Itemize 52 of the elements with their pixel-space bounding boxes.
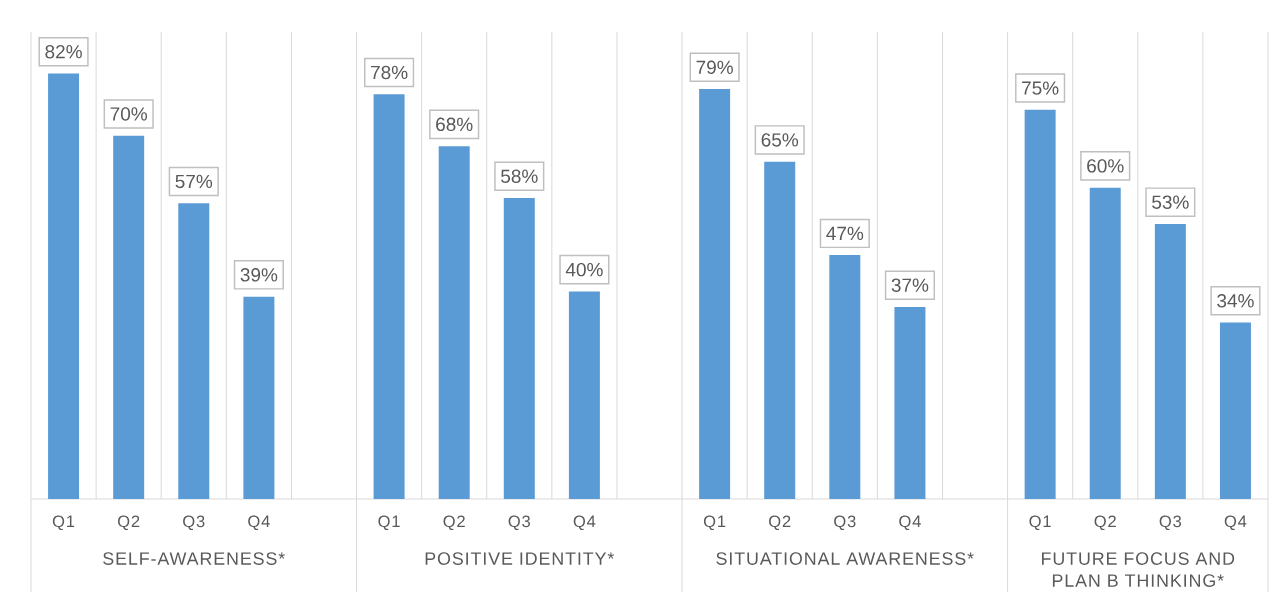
data-label: 53% bbox=[1152, 195, 1189, 209]
x-tick-label: Q1 bbox=[703, 515, 726, 531]
x-tick-label: Q1 bbox=[378, 515, 400, 531]
x-tick-label: Q4 bbox=[248, 515, 270, 531]
data-label: 75% bbox=[1022, 81, 1059, 95]
bar bbox=[48, 73, 80, 499]
text: FUTURE FOCUS AND PLAN B THINKING* bbox=[1042, 552, 1235, 587]
data-label: 79% bbox=[696, 60, 733, 75]
bar bbox=[568, 291, 600, 499]
data-label: 60% bbox=[1087, 159, 1124, 173]
data-label: 78% bbox=[371, 65, 408, 80]
x-tick-label: Q1 bbox=[1029, 515, 1051, 531]
bar bbox=[1154, 223, 1186, 499]
x-tick-label: Q4 bbox=[1224, 515, 1247, 531]
text: SITUATIONAL AWARENESS* bbox=[716, 552, 974, 565]
bar bbox=[503, 198, 535, 499]
text: POSITIVE IDENTITY* bbox=[425, 552, 615, 565]
x-tick-label: Q2 bbox=[118, 515, 140, 531]
data-label: 58% bbox=[501, 169, 538, 183]
x-tick-label: Q2 bbox=[769, 515, 791, 531]
data-label: 57% bbox=[175, 174, 213, 189]
bar bbox=[373, 94, 405, 499]
x-tick-label: Q3 bbox=[1159, 515, 1182, 531]
x-tick-label: Q2 bbox=[1094, 515, 1116, 531]
bar bbox=[243, 296, 275, 499]
bar bbox=[1219, 322, 1251, 499]
bar bbox=[438, 146, 470, 499]
x-tick-label: Q4 bbox=[573, 515, 596, 531]
bar bbox=[1089, 187, 1121, 499]
x-tick-label: Q2 bbox=[443, 515, 465, 531]
data-label: 68% bbox=[436, 117, 473, 132]
data-label: 82% bbox=[45, 44, 82, 59]
data-label: 34% bbox=[1217, 294, 1254, 308]
data-label: 65% bbox=[761, 133, 799, 147]
data-label: 37% bbox=[891, 278, 929, 292]
bar bbox=[178, 203, 210, 499]
x-tick-label: Q3 bbox=[508, 515, 530, 531]
bar bbox=[829, 255, 861, 499]
data-label: 39% bbox=[240, 268, 278, 282]
bar bbox=[894, 307, 926, 499]
x-tick-label: Q3 bbox=[183, 515, 205, 531]
text: SELF-AWARENESS* bbox=[103, 552, 285, 565]
bar bbox=[113, 135, 145, 499]
data-label: 40% bbox=[565, 262, 603, 277]
data-label: 70% bbox=[110, 107, 148, 121]
x-tick-label: Q4 bbox=[899, 515, 921, 531]
data-label: 47% bbox=[826, 226, 864, 241]
bar bbox=[699, 89, 731, 499]
x-tick-label: Q3 bbox=[834, 515, 856, 531]
bar bbox=[764, 161, 796, 499]
bar bbox=[1024, 109, 1056, 499]
x-tick-label: Q1 bbox=[52, 515, 75, 531]
